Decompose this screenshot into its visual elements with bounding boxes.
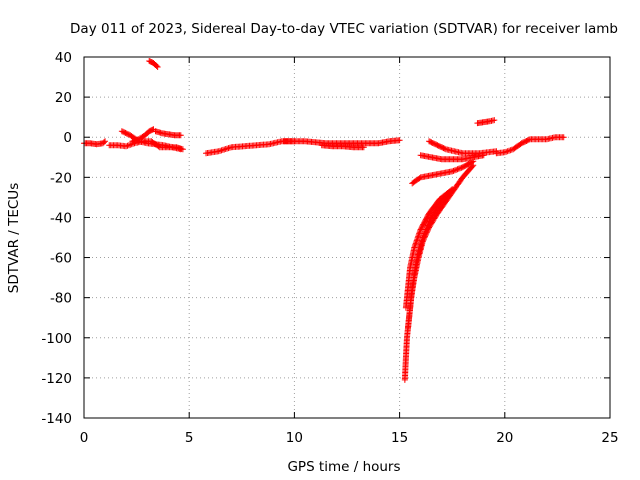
series-track-10 bbox=[401, 162, 477, 383]
data-point bbox=[453, 166, 460, 173]
series-track-16 bbox=[474, 117, 498, 127]
data-point bbox=[501, 149, 508, 156]
plot-frame bbox=[83, 56, 611, 419]
data-point bbox=[177, 132, 184, 139]
data-point bbox=[427, 217, 434, 224]
series-track-12 bbox=[402, 186, 456, 311]
data-point bbox=[127, 141, 134, 148]
x-tick-label: 20 bbox=[496, 430, 513, 446]
data-point bbox=[503, 148, 510, 155]
x-tick-label: 0 bbox=[80, 430, 89, 446]
data-points bbox=[81, 58, 567, 383]
y-tick-label: -20 bbox=[50, 170, 72, 186]
data-point bbox=[130, 140, 137, 147]
data-point bbox=[420, 231, 427, 238]
series-track-4 bbox=[129, 126, 157, 145]
data-point bbox=[491, 117, 498, 124]
data-point bbox=[508, 146, 515, 153]
y-tick-label: -100 bbox=[41, 331, 72, 347]
data-point bbox=[525, 136, 532, 143]
series-track-17 bbox=[493, 134, 567, 157]
data-point bbox=[124, 142, 131, 149]
y-tick-label: 20 bbox=[55, 90, 72, 106]
data-point bbox=[125, 142, 132, 149]
data-point bbox=[504, 148, 511, 155]
series-track-15 bbox=[426, 138, 500, 157]
data-point bbox=[423, 226, 430, 233]
x-tick-label: 10 bbox=[286, 430, 303, 446]
grid bbox=[84, 57, 610, 418]
axis-ticks: 0 5 10 15 20 25 40 20 0 -20 -40 -60 -80 -100 -120 -140 bbox=[41, 50, 618, 446]
data-point bbox=[441, 145, 448, 152]
data-point bbox=[560, 134, 567, 141]
series-track-6 bbox=[146, 58, 161, 71]
data-point bbox=[424, 223, 431, 230]
data-point bbox=[102, 138, 109, 145]
y-tick-label: -60 bbox=[50, 251, 72, 267]
x-tick-label: 5 bbox=[185, 430, 194, 446]
y-tick-label: -80 bbox=[50, 291, 72, 307]
data-point bbox=[426, 218, 433, 225]
series-track-13 bbox=[409, 158, 477, 187]
data-point bbox=[149, 126, 156, 133]
data-point bbox=[396, 137, 403, 144]
series-track-9 bbox=[318, 142, 367, 151]
x-tick-label: 15 bbox=[391, 430, 408, 446]
data-point bbox=[507, 147, 514, 154]
series-track-5 bbox=[152, 128, 184, 139]
data-point bbox=[425, 219, 432, 226]
series-track-1 bbox=[81, 138, 109, 148]
data-point bbox=[154, 64, 161, 71]
data-point bbox=[457, 165, 464, 172]
data-point bbox=[360, 144, 367, 151]
y-tick-label: -120 bbox=[41, 371, 72, 387]
data-point bbox=[128, 141, 135, 148]
data-point bbox=[506, 147, 513, 154]
data-point bbox=[450, 167, 457, 174]
data-point bbox=[455, 165, 462, 172]
data-point bbox=[123, 143, 130, 150]
data-point bbox=[421, 230, 428, 237]
data-point bbox=[454, 166, 461, 173]
x-tick-label: 25 bbox=[601, 430, 618, 446]
y-tick-label: 0 bbox=[63, 130, 72, 146]
data-point bbox=[451, 167, 458, 174]
data-point bbox=[449, 186, 456, 193]
data-point bbox=[153, 63, 160, 70]
data-point bbox=[419, 234, 426, 241]
data-point bbox=[422, 227, 429, 234]
y-axis-label: SDTVAR / TECUs bbox=[6, 183, 22, 293]
data-point bbox=[448, 187, 455, 194]
y-tick-label: 40 bbox=[55, 50, 72, 66]
data-point bbox=[423, 225, 430, 232]
data-point bbox=[449, 168, 456, 175]
data-point bbox=[425, 221, 432, 228]
y-tick-label: -140 bbox=[41, 411, 72, 427]
series-track-14 bbox=[417, 152, 487, 163]
data-point bbox=[177, 146, 184, 153]
chart-title: Day 011 of 2023, Sidereal Day-to-day VTE… bbox=[70, 21, 618, 37]
data-point bbox=[424, 222, 431, 229]
x-axis-label: GPS time / hours bbox=[287, 459, 400, 475]
data-point bbox=[421, 229, 428, 236]
data-point bbox=[416, 175, 423, 182]
data-point bbox=[100, 139, 107, 146]
y-tick-label: -40 bbox=[50, 210, 72, 226]
data-point bbox=[420, 233, 427, 240]
series-track-7 bbox=[203, 138, 298, 157]
